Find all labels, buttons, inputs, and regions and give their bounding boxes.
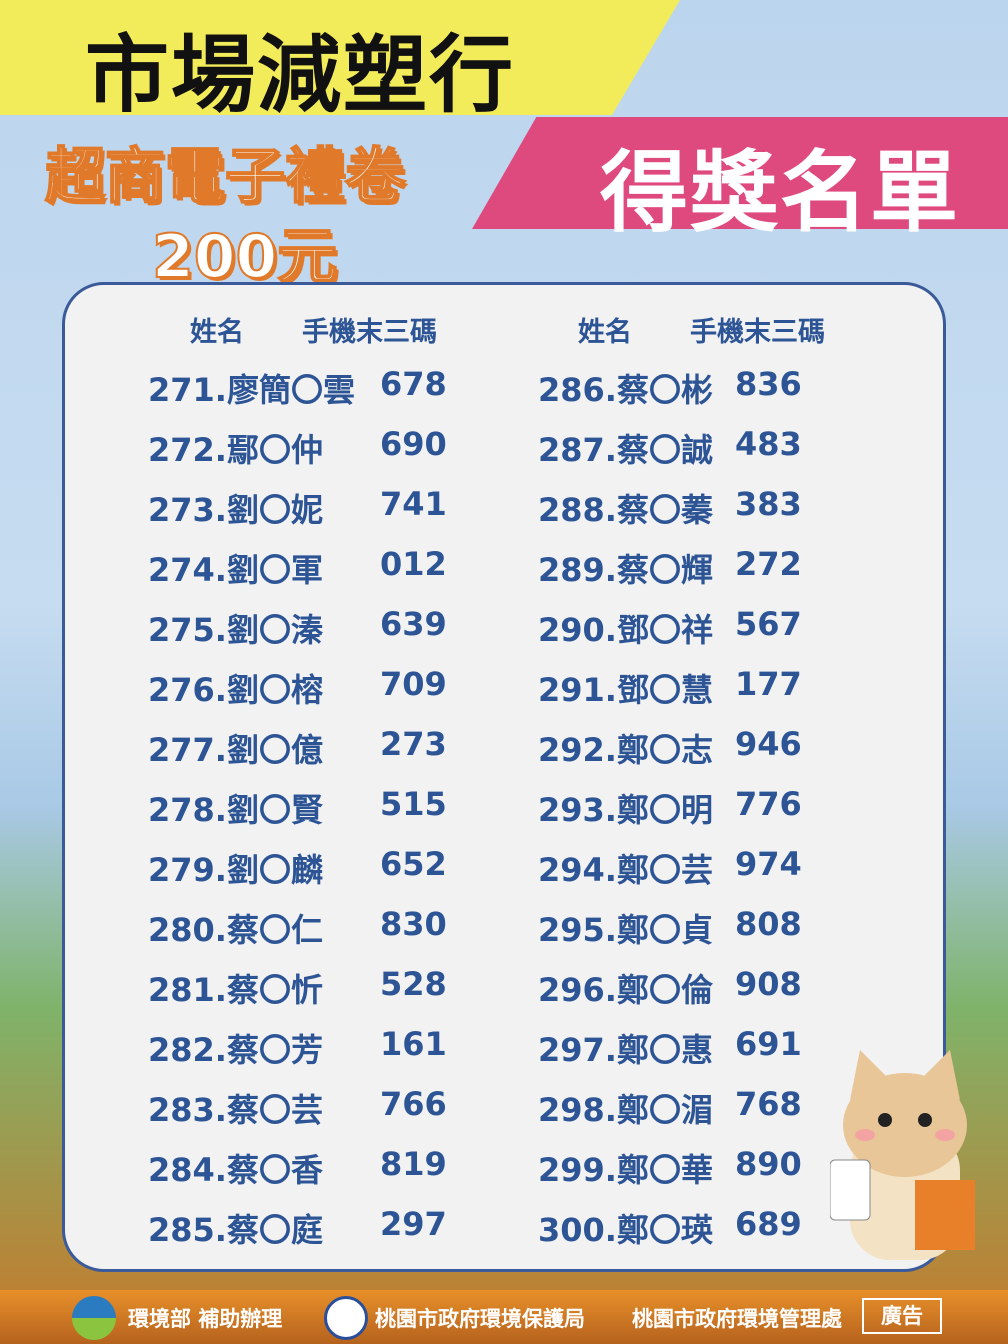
winner-phone-digits: 836 [735,365,802,403]
epb-logo [324,1296,368,1340]
winner-phone-digits: 690 [380,425,447,463]
winner-name: 285.蔡〇庭 [148,1211,323,1249]
winner-phone-digits: 528 [380,965,447,1003]
sponsor-text: 環境部 補助辦理 [128,1307,283,1331]
winner-name: 298.鄭〇湄 [538,1091,713,1129]
winner-name: 289.蔡〇輝 [538,551,713,589]
winner-phone-digits: 830 [380,905,447,943]
winner-name: 283.蔡〇芸 [148,1091,323,1129]
col-header-phone: 手機末三碼 [302,317,437,348]
winner-name: 276.劉〇榕 [148,671,323,709]
prize-name: 超商電子禮卷 [44,141,406,213]
winner-name: 282.蔡〇芳 [148,1031,323,1069]
winner-name: 291.鄧〇慧 [538,671,713,709]
winner-phone-digits: 819 [380,1145,447,1183]
winners-banner [472,117,1008,229]
winner-phone-digits: 890 [735,1145,802,1183]
winner-name: 281.蔡〇忻 [148,971,323,1009]
winner-name: 274.劉〇軍 [148,551,323,589]
winner-list-panel [62,282,946,1272]
winner-phone-digits: 768 [735,1085,802,1123]
winners-label: 得獎名單 [600,141,961,244]
winner-name: 278.劉〇賢 [148,791,323,829]
winner-name: 299.鄭〇華 [538,1151,713,1189]
winner-name: 286.蔡〇彬 [538,371,713,409]
agency2-text: 桃園市政府環境管理處 [632,1307,842,1331]
winner-name: 271.廖簡〇雲 [148,371,355,409]
winner-phone-digits: 808 [735,905,802,943]
winner-phone-digits: 012 [380,545,447,583]
winner-phone-digits: 691 [735,1025,802,1063]
moenv-logo [72,1296,116,1340]
winner-phone-digits: 383 [735,485,802,523]
winner-name: 294.鄭〇芸 [538,851,713,889]
title-banner [0,0,680,115]
winner-phone-digits: 766 [380,1085,447,1123]
winner-name: 292.鄭〇志 [538,731,713,769]
winner-phone-digits: 652 [380,845,447,883]
winner-phone-digits: 689 [735,1205,802,1243]
winner-phone-digits: 515 [380,785,447,823]
winner-name: 277.劉〇億 [148,731,323,769]
col-header-name: 姓名 [578,317,632,348]
col-header-name: 姓名 [190,317,244,348]
winner-name: 287.蔡〇誠 [538,431,713,469]
winner-phone-digits: 776 [735,785,802,823]
winner-phone-digits: 297 [380,1205,447,1243]
col-header-phone: 手機末三碼 [690,317,825,348]
winner-phone-digits: 161 [380,1025,447,1063]
winner-phone-digits: 273 [380,725,447,763]
winner-name: 288.蔡〇蓁 [538,491,713,529]
winner-name: 273.劉〇妮 [148,491,323,529]
ad-label: 廣告 [862,1298,942,1334]
page-title: 市場減塑行 [85,26,516,124]
winner-name: 295.鄭〇貞 [538,911,713,949]
winner-name: 290.鄧〇祥 [538,611,713,649]
winner-phone-digits: 639 [380,605,447,643]
winner-name: 279.劉〇麟 [148,851,323,889]
winner-name: 272.鄢〇仲 [148,431,323,469]
prize-amount: 200元 [151,221,338,293]
winner-phone-digits: 272 [735,545,802,583]
winner-name: 275.劉〇溱 [148,611,323,649]
winner-phone-digits: 177 [735,665,802,703]
winner-phone-digits: 908 [735,965,802,1003]
winner-phone-digits: 974 [735,845,802,883]
winner-name: 296.鄭〇倫 [538,971,713,1009]
agency1-text: 桃園市政府環境保護局 [375,1307,585,1331]
winner-name: 293.鄭〇明 [538,791,713,829]
winner-phone-digits: 946 [735,725,802,763]
footer-bar [0,1290,1008,1344]
winner-phone-digits: 567 [735,605,802,643]
winner-name: 284.蔡〇香 [148,1151,323,1189]
winner-name: 297.鄭〇惠 [538,1031,713,1069]
winner-phone-digits: 678 [380,365,447,403]
cat-mascot-illustration [830,1050,975,1260]
winner-phone-digits: 741 [380,485,447,523]
winner-phone-digits: 709 [380,665,447,703]
winner-name: 300.鄭〇瑛 [538,1211,713,1249]
winner-name: 280.蔡〇仁 [148,911,323,949]
winner-phone-digits: 483 [735,425,802,463]
